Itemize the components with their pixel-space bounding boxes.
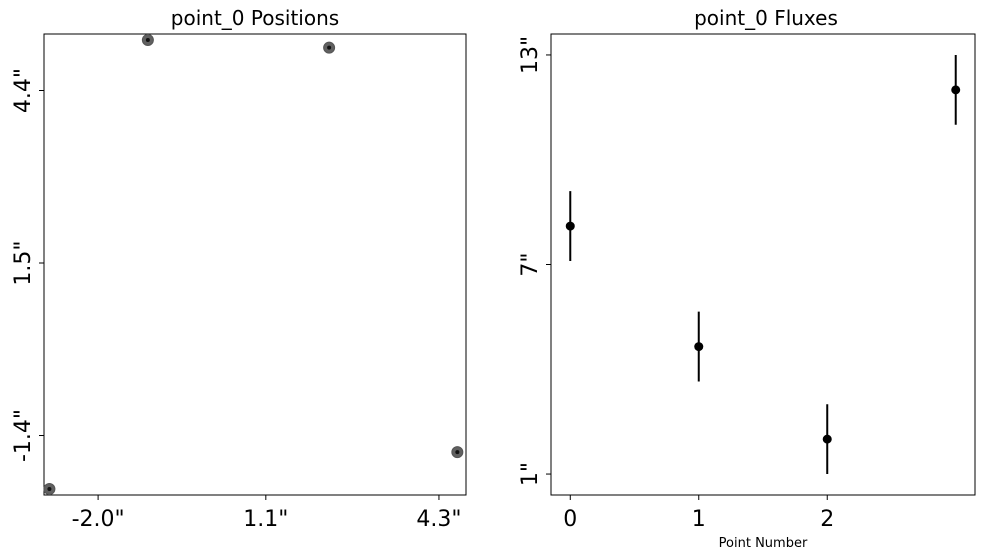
fluxes-y-tick-label: 13" [518,36,543,74]
positions-data-point-center [327,45,332,50]
fluxes-data-point [565,221,575,231]
positions-y-ticks: 4.4" 1.5" -1.4" [11,68,44,462]
fluxes-data-point [694,342,704,352]
fluxes-x-ticks: 0 1 2 [563,495,834,532]
fluxes-x-tick-label: 2 [820,507,834,532]
fluxes-y-ticks: 13" 7" 1" [518,36,551,486]
positions-points [43,33,464,496]
positions-x-tick-label: 1.1" [243,507,288,532]
fluxes-data-point [822,434,832,444]
positions-plot-frame [43,33,467,496]
positions-x-tick-label: 4.3" [416,507,461,532]
positions-y-tick-label: -1.4" [11,409,36,462]
positions-data-point-center [145,37,150,42]
positions-data-point-center [455,450,460,455]
positions-x-tick-label: -2.0" [72,507,125,532]
fluxes-x-axis-label: Point Number [719,536,808,551]
fluxes-x-tick-label: 0 [563,507,577,532]
positions-y-tick-label: 4.4" [11,68,36,113]
fluxes-title: point_0 Fluxes [694,6,838,30]
fluxes-panel: point_0 Fluxes 0 1 2 13" 7" 1" Point Number [518,6,976,551]
positions-title: point_0 Positions [171,6,339,30]
fluxes-plot-frame [550,33,976,496]
positions-panel: point_0 Positions -2.0" 1.1" 4.3" 4.4" 1.5"… [11,6,467,532]
fluxes-points [565,54,961,475]
positions-y-tick-label: 1.5" [11,240,36,285]
fluxes-y-tick-label: 7" [518,252,543,276]
fluxes-data-point [951,85,961,95]
fluxes-y-tick-label: 1" [518,462,543,486]
positions-data-point-center [47,487,52,492]
positions-x-ticks: -2.0" 1.1" 4.3" [72,495,462,532]
fluxes-x-tick-label: 1 [692,507,706,532]
